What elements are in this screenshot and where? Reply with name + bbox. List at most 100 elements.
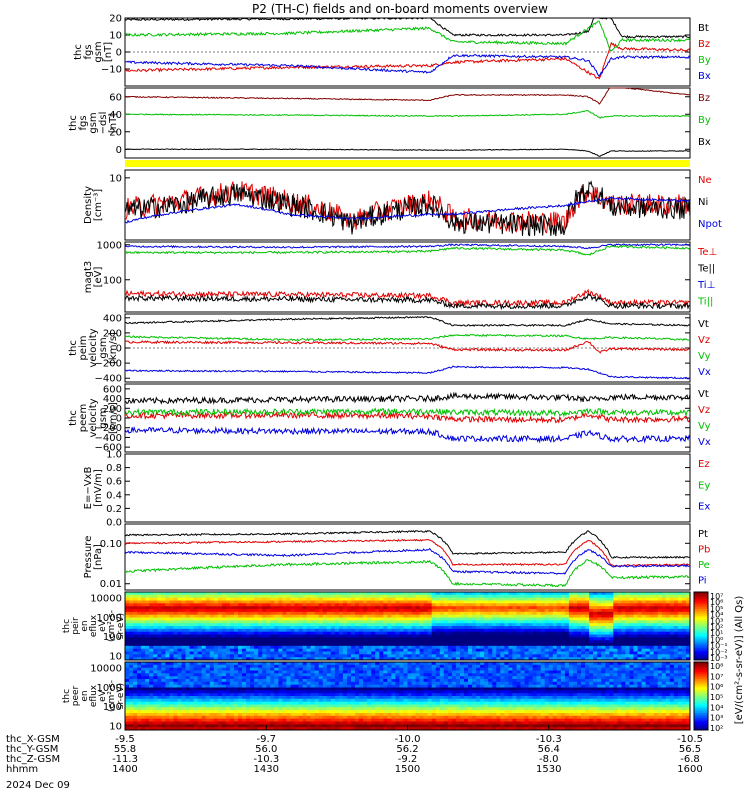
spectrogram-cell xyxy=(157,600,162,604)
spectrogram-cell xyxy=(302,654,308,658)
spectrogram-cell xyxy=(298,718,303,722)
spectrogram-cell xyxy=(314,640,320,644)
spectrogram-cell xyxy=(447,637,453,641)
spectrogram-cell xyxy=(423,600,429,604)
spectrogram-cell xyxy=(125,651,130,655)
spectrogram-cell xyxy=(326,670,332,674)
spectrogram-cell xyxy=(209,597,215,601)
spectrogram-cell xyxy=(391,611,396,616)
spectrogram-cell xyxy=(431,592,437,596)
spectrogram-cell xyxy=(359,679,364,683)
spectrogram-cell xyxy=(455,645,461,650)
spectrogram-cell xyxy=(318,640,324,644)
spectrogram-cell xyxy=(447,643,453,647)
spectrogram-cell xyxy=(258,727,263,731)
spectrogram-cell xyxy=(234,643,239,647)
spectrogram-cell xyxy=(213,620,219,624)
spectrogram-cell xyxy=(266,654,271,658)
spectrogram-cell xyxy=(129,643,134,647)
spectrogram-cell xyxy=(238,626,243,630)
spectrogram-cell xyxy=(306,707,312,711)
spectrogram-cell xyxy=(347,684,352,688)
spectrogram-cell xyxy=(262,664,267,669)
spectrogram-cell xyxy=(443,631,449,635)
spectrogram-cell xyxy=(661,600,667,604)
spectrogram-cell xyxy=(149,651,154,655)
spectrogram-cell xyxy=(189,614,195,618)
spectrogram-cell xyxy=(286,684,291,688)
spectrogram-cell xyxy=(193,684,199,688)
spectrogram-cell xyxy=(673,637,679,641)
spectrogram-cell xyxy=(431,631,437,635)
spectrogram-cell xyxy=(653,614,659,618)
spectrogram-cell xyxy=(556,594,562,599)
legend-ti: Ti|| xyxy=(697,297,713,308)
spectrogram-cell xyxy=(197,648,203,652)
spectrogram-cell xyxy=(564,640,570,644)
y-tick-label: 200 xyxy=(103,328,122,339)
spectrogram-cell xyxy=(496,634,501,638)
spectrogram-cell xyxy=(439,611,445,616)
y-axis-label: [km/s] xyxy=(108,332,119,364)
spectrogram-cell xyxy=(488,614,493,618)
spectrogram-cell xyxy=(278,718,283,722)
spectrogram-cell xyxy=(254,606,259,610)
spectrogram-cell xyxy=(266,609,271,613)
spectrogram-cell xyxy=(657,626,663,630)
spectrogram-cell xyxy=(221,662,227,666)
spectrogram-cell xyxy=(298,662,303,666)
spectrogram-cell xyxy=(330,648,336,652)
spectrogram-cell xyxy=(185,626,190,630)
spectrogram-cell xyxy=(234,681,239,686)
spectrogram-cell xyxy=(137,637,142,641)
spectrogram-cell xyxy=(383,620,388,624)
spectrogram-cell xyxy=(213,724,219,728)
spectrogram-cell xyxy=(322,727,328,731)
spectrogram-cell xyxy=(314,715,320,720)
spectrogram-cell xyxy=(508,614,513,618)
spectrogram-cell xyxy=(334,662,340,666)
spectrogram-cell xyxy=(246,721,251,725)
spectrogram-cell xyxy=(395,623,400,627)
spectrogram-cell xyxy=(153,594,158,599)
spectrogram-cell xyxy=(153,667,158,671)
spectrogram-cell xyxy=(185,676,190,680)
spectrogram-cell xyxy=(516,640,521,644)
spectrogram-cell xyxy=(677,592,683,596)
spectrogram-cell xyxy=(581,597,586,601)
spectrogram-cell xyxy=(189,637,195,641)
spectrogram-cell xyxy=(209,603,215,607)
spectrogram-cell xyxy=(294,676,299,680)
spectrogram-cell xyxy=(560,631,566,635)
spectrogram-cell xyxy=(431,645,437,650)
spectrogram-cell xyxy=(242,693,247,697)
spectrogram-cell xyxy=(298,597,303,601)
spectrogram-cell xyxy=(334,664,340,669)
spectrogram-cell xyxy=(189,727,195,731)
spectrogram-cell xyxy=(524,597,529,601)
spectrogram-cell xyxy=(209,718,215,722)
spectrogram-cell xyxy=(129,617,134,621)
spectrogram-cell xyxy=(407,648,412,652)
spectrogram-cell xyxy=(540,643,546,647)
spectrogram-cell xyxy=(161,594,166,599)
spectrogram-cell xyxy=(294,667,299,671)
spectrogram-cell xyxy=(149,614,154,618)
spectrogram-cell xyxy=(516,626,521,630)
spectrogram-cell xyxy=(213,643,219,647)
spectrogram-cell xyxy=(310,724,316,728)
spectrogram-cell xyxy=(338,611,344,616)
spectrogram-cell xyxy=(157,701,162,705)
spectrogram-cell xyxy=(367,594,372,599)
spectrogram-cell xyxy=(234,654,239,658)
spectrogram-cell xyxy=(492,592,497,596)
spectrogram-cell xyxy=(217,631,223,635)
spectrogram-cell xyxy=(165,645,170,650)
spectrogram-cell xyxy=(347,713,352,717)
spectrogram-cell xyxy=(577,648,582,652)
spectrogram-cell xyxy=(387,634,392,638)
spectrogram-cell xyxy=(205,606,211,610)
spectrogram-cell xyxy=(617,628,622,633)
spectrogram-cell xyxy=(246,600,251,604)
spectrogram-cell xyxy=(137,718,142,722)
